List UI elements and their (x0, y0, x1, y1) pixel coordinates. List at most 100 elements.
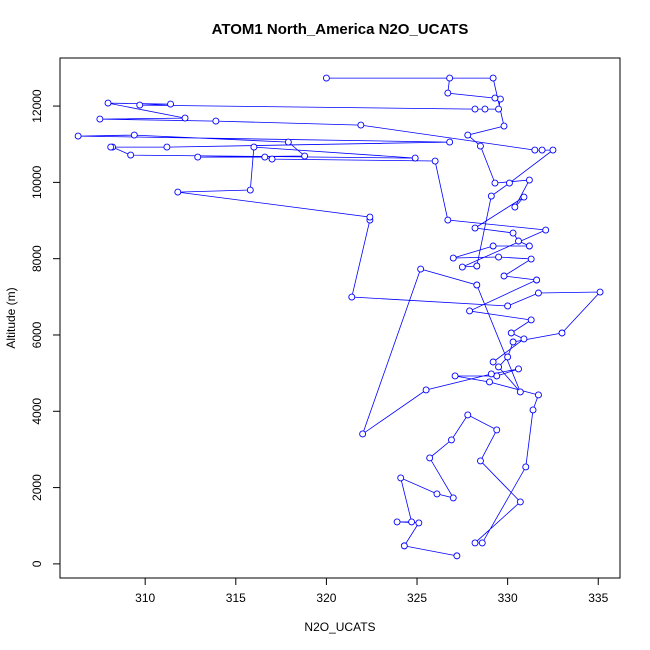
data-point (489, 358, 497, 366)
data-point (246, 186, 254, 194)
y-tick-label: 2000 (30, 474, 44, 501)
data-point (527, 255, 535, 263)
data-point (542, 226, 550, 234)
data-point (516, 498, 524, 506)
data-point (366, 213, 374, 221)
data-point (322, 74, 330, 82)
data-point (522, 463, 530, 471)
data-point (527, 316, 535, 324)
data-point (444, 216, 452, 224)
data-point (444, 89, 452, 97)
data-point (408, 518, 416, 526)
data-point (250, 143, 258, 151)
y-tick-label: 10000 (30, 165, 44, 199)
x-tick-label: 320 (316, 591, 336, 605)
data-point (471, 224, 479, 232)
data-point (301, 152, 309, 160)
data-point (515, 237, 522, 245)
data-point (500, 122, 508, 130)
x-tick-label: 315 (226, 591, 246, 605)
y-tick-label: 4000 (30, 398, 44, 425)
data-point (415, 519, 423, 527)
data-point (489, 74, 497, 82)
data-point (453, 552, 461, 560)
x-tick-label: 310 (135, 591, 155, 605)
data-point (400, 542, 408, 550)
y-tick-label: 6000 (30, 321, 44, 348)
data-point (481, 105, 489, 113)
data-point (466, 307, 474, 315)
data-point (495, 363, 503, 371)
data-point (449, 494, 457, 502)
data-point (446, 74, 454, 82)
data-point (348, 293, 356, 301)
data-point (357, 121, 365, 129)
data-point (509, 338, 517, 346)
x-tick-label: 325 (407, 591, 427, 605)
data-point (487, 370, 495, 378)
chart-title: ATOM1 North_America N2O_UCATS (212, 21, 469, 38)
data-point (525, 176, 533, 184)
data-point (422, 386, 430, 394)
data-point (531, 146, 539, 154)
data-point (127, 151, 135, 159)
y-tick-label: 12000 (30, 89, 44, 123)
data-point (515, 365, 522, 373)
data-point (495, 253, 503, 261)
data-point (167, 100, 175, 108)
data-point (448, 436, 455, 444)
data-point (464, 131, 472, 139)
y-tick-label: 8000 (30, 245, 44, 272)
data-point (96, 115, 104, 123)
data-point (596, 288, 604, 296)
data-point (525, 242, 533, 250)
data-point (194, 153, 202, 161)
data-point (491, 179, 499, 187)
data-point (411, 154, 419, 162)
data-point (489, 242, 497, 250)
data-point (558, 329, 566, 337)
data-point (538, 146, 546, 154)
x-tick-label: 330 (498, 591, 518, 605)
data-point (504, 302, 512, 310)
data-point (491, 94, 499, 102)
data-point (446, 138, 454, 146)
data-point (534, 289, 542, 297)
data-point (478, 539, 486, 547)
x-tick-label: 335 (588, 591, 608, 605)
data-point (504, 353, 512, 361)
data-point (520, 335, 528, 343)
data-point (433, 490, 441, 498)
plot-box (59, 57, 621, 579)
data-point (516, 388, 524, 396)
data-point (493, 426, 501, 434)
data-point (174, 188, 182, 196)
data-point (529, 406, 537, 414)
data-point (397, 474, 405, 482)
data-point (486, 378, 493, 386)
data-point (136, 101, 144, 109)
data-point (533, 276, 541, 284)
data-point (431, 157, 439, 165)
data-point (471, 105, 479, 113)
y-axis-label: Altitude (m) (4, 287, 18, 348)
data-point (507, 329, 515, 337)
data-point (426, 454, 434, 462)
data-point (511, 203, 519, 211)
data-point (284, 138, 292, 146)
data-point (212, 117, 220, 125)
data-point (359, 430, 367, 438)
data-point (473, 281, 481, 289)
data-point (496, 95, 504, 103)
data-point (458, 263, 466, 271)
data-point (473, 262, 481, 270)
data-point (74, 132, 82, 140)
data-point (534, 391, 542, 399)
data-point (449, 254, 457, 262)
data-line (78, 77, 602, 557)
data-point (487, 192, 495, 200)
data-point (520, 193, 528, 201)
data-point (500, 272, 508, 280)
data-point (495, 105, 503, 113)
data-point (163, 143, 171, 151)
